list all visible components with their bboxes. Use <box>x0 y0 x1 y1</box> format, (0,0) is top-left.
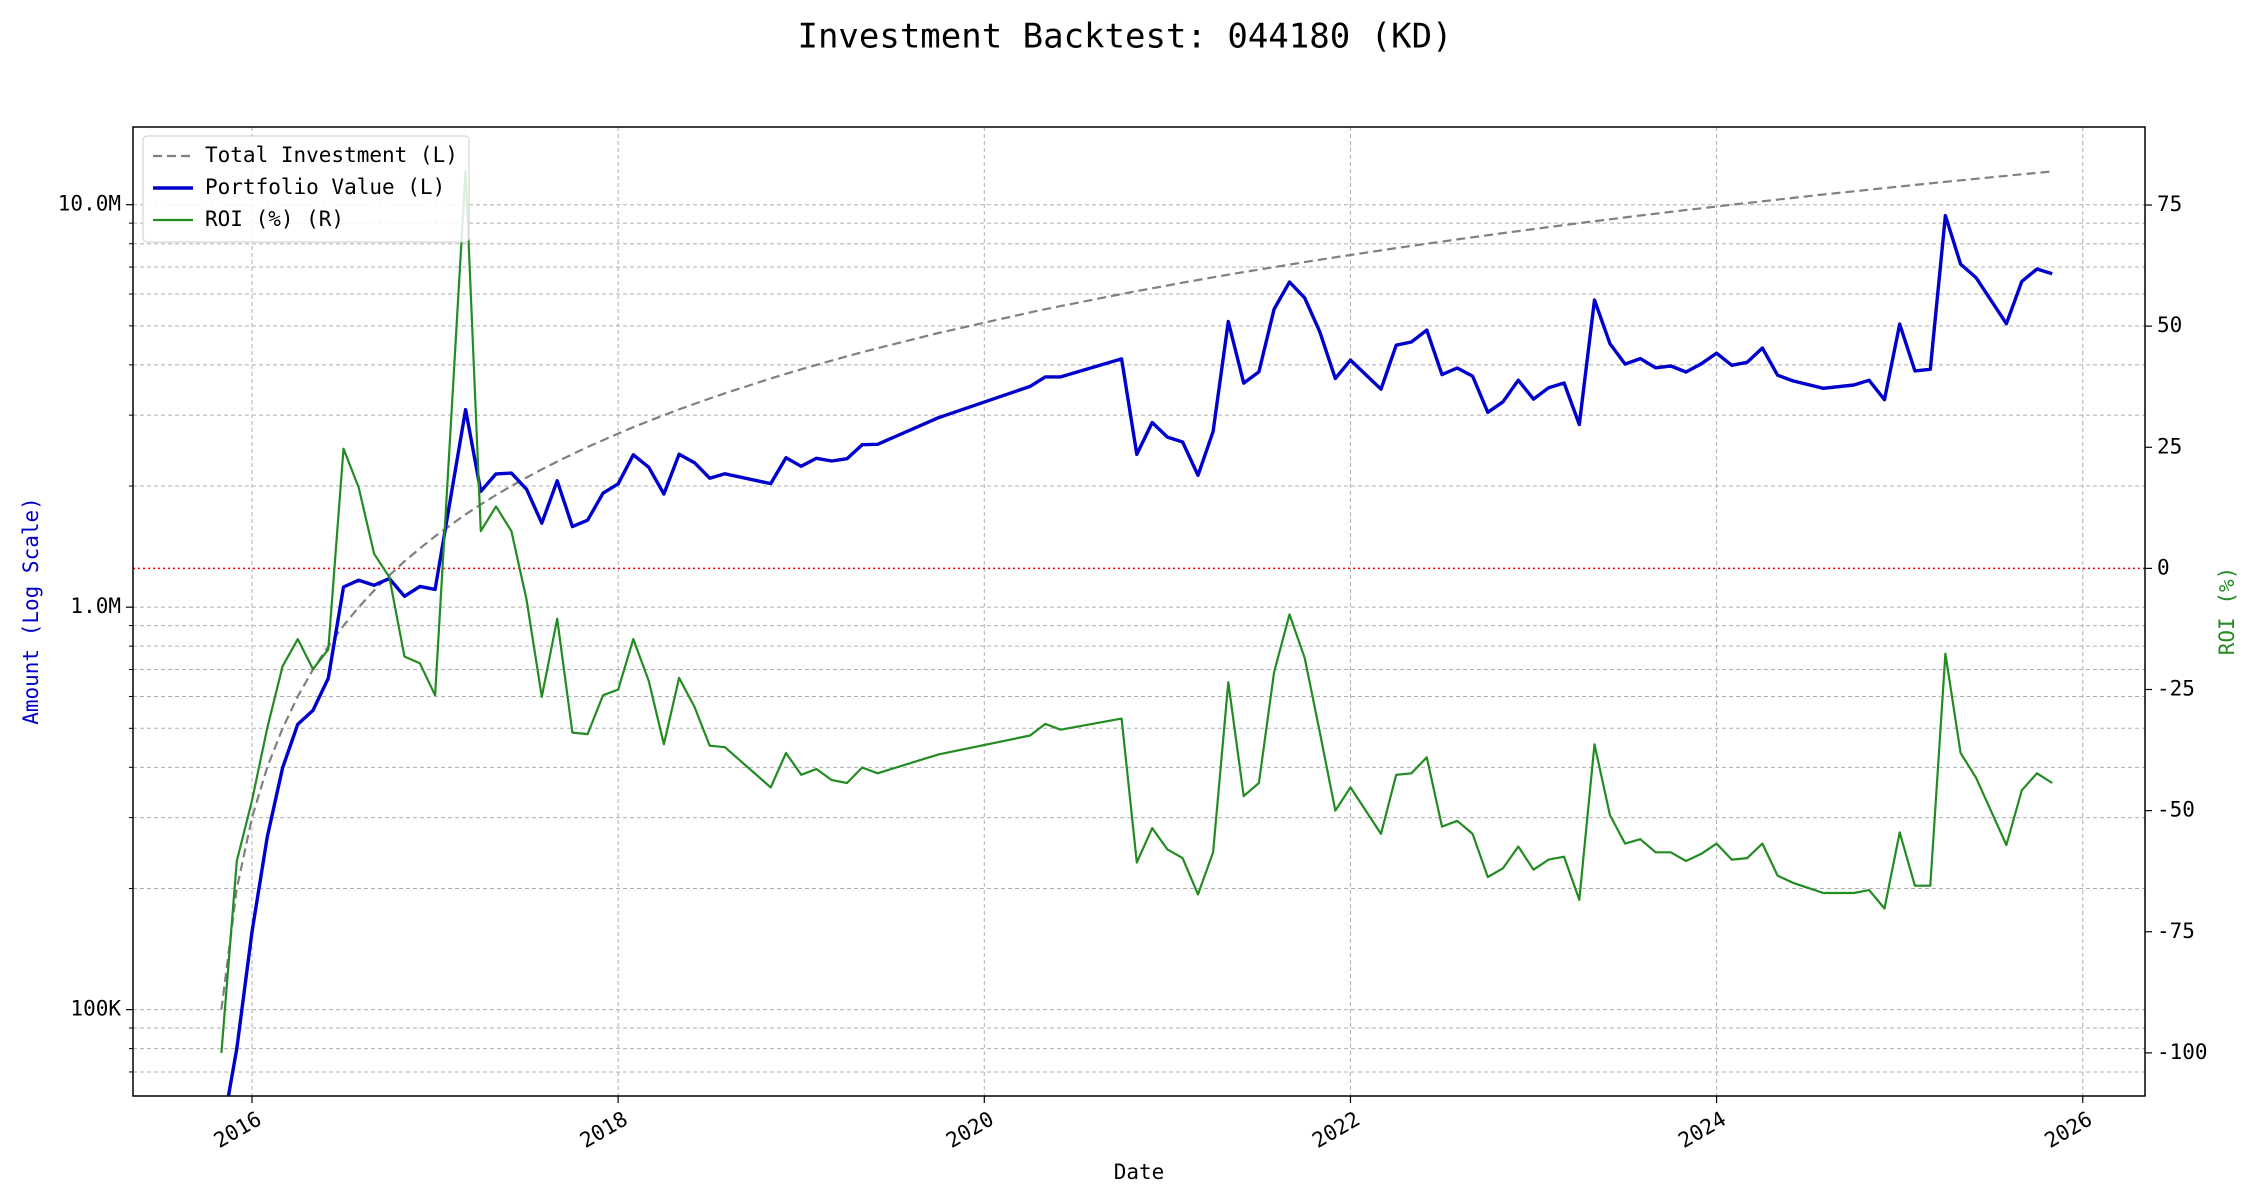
legend-label: Total Investment (L) <box>205 143 458 167</box>
x-tick-label: 2024 <box>1674 1107 1730 1153</box>
x-tick-label: 2016 <box>210 1107 266 1153</box>
y-axis-label: Amount (Log Scale) <box>19 497 43 725</box>
plot-area <box>220 169 2053 1096</box>
y2-tick-label: 50 <box>2157 313 2182 337</box>
legend-label: ROI (%) (R) <box>205 207 344 231</box>
y2-axis-label: ROI (%) <box>2215 567 2239 656</box>
chart-title: Investment Backtest: 044180 (KD) <box>797 17 1452 57</box>
y2-tick-label: -100 <box>2157 1040 2208 1064</box>
plot-frame <box>132 126 2146 1097</box>
x-tick-label: 2018 <box>576 1107 632 1153</box>
y2-tick-label: 25 <box>2157 434 2182 458</box>
y2-tick-label: -75 <box>2157 919 2195 943</box>
y2-tick-label: -25 <box>2157 677 2195 701</box>
series-line <box>220 169 2053 1053</box>
legend: Total Investment (L) Portfolio Value (L) R… <box>142 135 470 243</box>
y-tick-label: 100K <box>70 997 121 1021</box>
x-tick-label: 2022 <box>1308 1107 1364 1153</box>
y-tick-label: 1.0M <box>70 594 121 618</box>
y2-tick-label: -50 <box>2157 798 2195 822</box>
y2-tick-label: 75 <box>2157 192 2182 216</box>
x-axis-label: Date <box>1114 1160 1165 1184</box>
x-tick-label: 2020 <box>942 1107 998 1153</box>
x-tick-label: 2026 <box>2040 1107 2096 1153</box>
y2-tick-label: 0 <box>2157 555 2170 579</box>
legend-label: Portfolio Value (L) <box>205 175 445 199</box>
series-line <box>220 170 2053 1010</box>
y-tick-label: 10.0M <box>58 192 121 216</box>
legend-box <box>142 135 470 243</box>
series-line <box>226 213 2053 1096</box>
